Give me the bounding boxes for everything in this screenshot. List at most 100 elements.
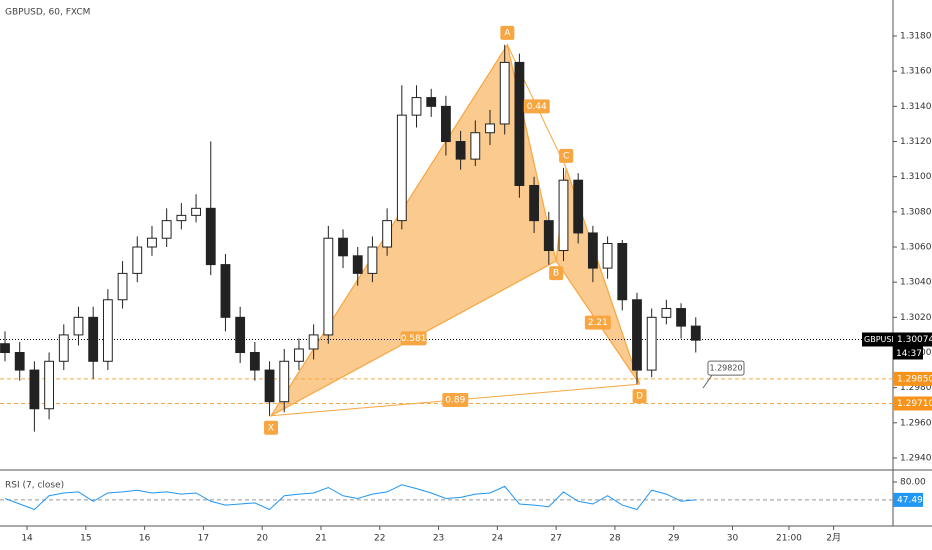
candle-body bbox=[499, 61, 510, 125]
candle-body bbox=[558, 179, 569, 252]
candle-body bbox=[73, 316, 84, 336]
candle-body bbox=[426, 97, 437, 107]
candle-body bbox=[573, 179, 584, 234]
candle-body bbox=[690, 325, 701, 341]
ratio-label: 2.21 bbox=[588, 318, 608, 328]
ratio-box bbox=[442, 392, 469, 407]
candle-body bbox=[382, 220, 393, 248]
candle-body bbox=[235, 316, 246, 353]
x-tick-label: 15 bbox=[80, 534, 91, 544]
y-tick-label: 1.31000 bbox=[900, 172, 932, 182]
x-tick-label: 20 bbox=[256, 534, 268, 544]
level-label: 1.29710 bbox=[897, 399, 932, 409]
candle-body bbox=[338, 237, 348, 257]
y-tick-label: 1.30400 bbox=[900, 278, 932, 288]
y-tick-label: 1.29400 bbox=[900, 453, 932, 463]
candle-body bbox=[176, 214, 187, 222]
candle-body bbox=[205, 207, 216, 266]
candle-body bbox=[279, 360, 290, 403]
x-tick-label: 30 bbox=[727, 534, 739, 544]
candle-body bbox=[632, 299, 642, 371]
x-tick-label: 21:00 bbox=[776, 534, 802, 544]
x-tick-label: 23 bbox=[433, 534, 444, 544]
candle-body bbox=[14, 351, 25, 371]
candle-body bbox=[0, 343, 10, 353]
x-tick-label: 28 bbox=[609, 534, 621, 544]
candle-body bbox=[367, 246, 378, 274]
callout-box bbox=[707, 360, 745, 376]
y-tick-label: 1.31800 bbox=[900, 32, 932, 42]
pattern-point-label: C bbox=[563, 151, 569, 161]
candle-body bbox=[117, 272, 128, 301]
rsi-line bbox=[4, 484, 696, 511]
pattern-point-box bbox=[559, 148, 574, 163]
pattern-point-label: X bbox=[268, 423, 274, 433]
y-tick-label: 1.29600 bbox=[900, 418, 932, 428]
rsi-title: RSI (7, close) bbox=[5, 481, 64, 491]
pattern-point-label: B bbox=[553, 269, 559, 279]
rsi-tick-label: 80.00 bbox=[900, 478, 926, 488]
x-tick-label: 14 bbox=[21, 534, 33, 544]
callout-pointer bbox=[702, 374, 713, 389]
candle-body bbox=[102, 299, 113, 362]
countdown-label: 14:37 bbox=[896, 349, 922, 359]
pattern-point-box bbox=[500, 25, 515, 40]
candle-body bbox=[661, 308, 672, 318]
candle-body bbox=[249, 351, 260, 371]
candle-body bbox=[587, 232, 598, 269]
x-tick-label: 17 bbox=[198, 534, 209, 544]
pattern-point-label: D bbox=[636, 392, 643, 402]
y-tick-label: 1.31200 bbox=[900, 137, 932, 147]
candle-body bbox=[58, 334, 69, 362]
x-tick-label: 21 bbox=[315, 534, 326, 544]
candle-body bbox=[543, 220, 554, 252]
candle-body bbox=[602, 242, 613, 269]
pattern-point-box bbox=[632, 389, 647, 404]
candle-body bbox=[29, 369, 40, 410]
symbol-box bbox=[862, 332, 893, 347]
candle-body bbox=[470, 132, 481, 160]
candle-body bbox=[161, 220, 172, 239]
candle-body bbox=[529, 184, 540, 222]
candle-body bbox=[220, 264, 231, 318]
candle-body bbox=[294, 348, 304, 362]
x-tick-label: 2月 bbox=[826, 533, 841, 544]
x-tick-label: 16 bbox=[139, 534, 151, 544]
candle-body bbox=[323, 237, 334, 336]
candle-body bbox=[44, 360, 54, 410]
candle-body bbox=[485, 123, 495, 134]
x-tick-label: 22 bbox=[374, 534, 385, 544]
candle-body bbox=[676, 308, 686, 327]
y-tick-label: 1.29800 bbox=[900, 383, 932, 393]
ratio-label: 0.44 bbox=[527, 102, 547, 112]
candle-body bbox=[411, 97, 422, 116]
rsi-last-label: 47.49 bbox=[897, 495, 923, 505]
chart-title: GBPUSD, 60, FXCM bbox=[5, 8, 90, 18]
y-tick-label: 1.31400 bbox=[900, 102, 932, 112]
level-box bbox=[893, 371, 932, 386]
last-price-box bbox=[893, 332, 932, 347]
callout-label: 1.29820 bbox=[709, 364, 742, 373]
level-label: 1.29850 bbox=[897, 374, 932, 384]
y-tick-label: 1.30800 bbox=[900, 207, 932, 217]
rsi-last-box bbox=[893, 492, 923, 507]
candle-body bbox=[455, 141, 466, 160]
candle-body bbox=[191, 207, 201, 216]
pattern-point-label: A bbox=[504, 28, 511, 38]
candle-body bbox=[308, 334, 319, 350]
y-tick-label: 1.30200 bbox=[900, 313, 932, 323]
ratio-label: 0.581 bbox=[401, 334, 427, 344]
ratio-box bbox=[523, 99, 550, 114]
last-price-label: 1.30074 bbox=[897, 335, 932, 345]
candle-body bbox=[147, 237, 157, 248]
pattern-point-box bbox=[264, 420, 279, 435]
candle-body bbox=[352, 255, 363, 274]
ratio-box bbox=[400, 331, 427, 346]
x-tick-label: 27 bbox=[550, 534, 561, 544]
countdown-box bbox=[893, 346, 923, 360]
pattern-point-box bbox=[549, 266, 564, 281]
candle-body bbox=[441, 105, 451, 143]
x-tick-label: 24 bbox=[492, 534, 504, 544]
candle-body bbox=[88, 316, 99, 362]
